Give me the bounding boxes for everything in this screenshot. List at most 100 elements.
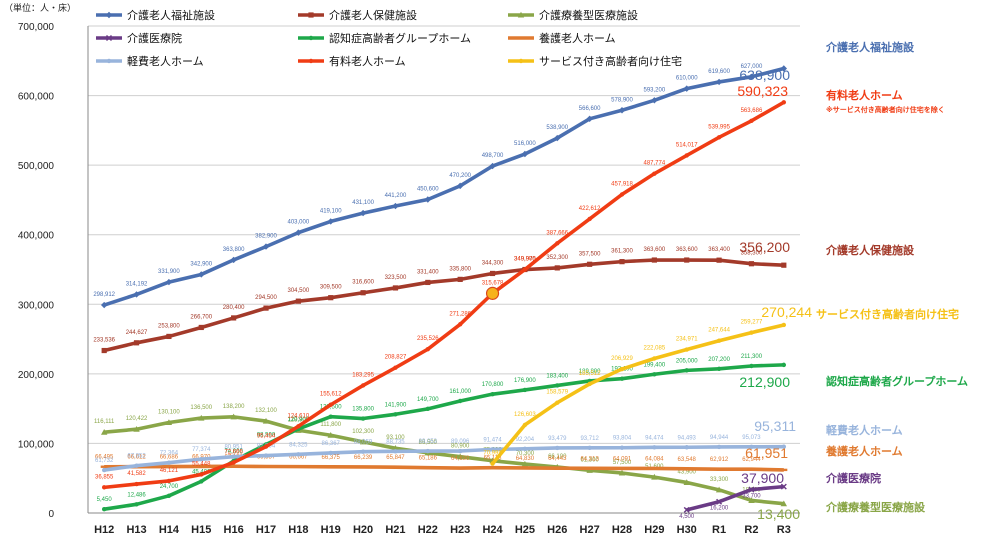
- data-label: 516,000: [514, 141, 536, 147]
- data-label: 132,100: [255, 408, 277, 414]
- data-label: 566,600: [579, 106, 601, 112]
- data-label: 206,929: [611, 356, 633, 362]
- x-tick-label: H29: [644, 524, 664, 536]
- end-series-name: 介護療養型医療施設: [825, 500, 926, 514]
- end-series-name: 養護老人ホーム: [826, 444, 903, 458]
- legend-label: 介護老人保健施設: [329, 8, 417, 22]
- data-label: 124,610: [288, 413, 310, 419]
- data-label: 450,600: [417, 187, 439, 193]
- data-point: [198, 324, 204, 331]
- intersection-marker: [485, 286, 500, 300]
- data-label: 331,400: [417, 269, 439, 275]
- series-line: [103, 100, 785, 490]
- data-label: 403,000: [288, 220, 310, 226]
- data-label: 352,300: [546, 255, 568, 261]
- end-series-note: ※サービス付き高齢者向け住宅を除く: [826, 105, 945, 114]
- data-point: [586, 115, 593, 123]
- data-label: 176,900: [514, 378, 536, 384]
- data-point: [231, 315, 237, 321]
- data-label: 55,448: [192, 461, 211, 467]
- data-label: 155,612: [320, 392, 342, 398]
- data-point: [101, 485, 107, 490]
- data-label: 199,400: [644, 362, 666, 368]
- y-tick-label: 500,000: [18, 161, 55, 172]
- data-point: [133, 340, 140, 346]
- data-point: [360, 290, 366, 296]
- data-label: 189,800: [579, 369, 601, 375]
- y-tick-label: 0: [48, 509, 54, 520]
- end-value-label: 270,244: [761, 304, 812, 320]
- data-point: [359, 209, 367, 217]
- data-point: [308, 12, 314, 18]
- data-label: 116,111: [94, 419, 115, 425]
- data-point: [780, 468, 788, 472]
- data-point: [295, 229, 302, 236]
- data-point: [328, 295, 334, 301]
- x-tick-label: H20: [353, 524, 373, 536]
- data-point: [522, 387, 528, 393]
- data-label: 89,053: [419, 439, 438, 445]
- legend-label: 軽費老人ホーム: [127, 54, 204, 68]
- data-label: 309,500: [320, 285, 342, 291]
- data-point: [587, 445, 592, 451]
- end-label-介護老人保健施設: 356,200 介護老人保健施設: [739, 239, 915, 257]
- data-point: [683, 85, 690, 92]
- legend-label: 認知症高齢者グループホーム: [329, 31, 471, 45]
- data-point: [359, 465, 367, 469]
- data-label: 314,192: [126, 281, 148, 287]
- legend-label: 介護医療院: [127, 31, 182, 45]
- data-label: 46,121: [160, 468, 179, 474]
- data-label: 120,422: [126, 416, 148, 422]
- data-label: 244,627: [126, 330, 148, 336]
- data-point: [781, 322, 787, 328]
- data-label: 323,500: [385, 275, 407, 281]
- y-tick-label: 700,000: [18, 22, 55, 33]
- data-label: 12,486: [127, 492, 146, 498]
- data-label: 94,944: [710, 435, 729, 441]
- data-point: [166, 493, 172, 499]
- data-label: 65,186: [419, 456, 438, 462]
- data-label: 563,686: [741, 108, 763, 114]
- data-point: [618, 467, 626, 470]
- data-point: [555, 241, 560, 246]
- data-label: 36,855: [95, 474, 114, 480]
- end-series-name: 軽費老人ホーム: [826, 423, 903, 437]
- data-point: [425, 346, 431, 352]
- data-point: [424, 196, 432, 203]
- x-tick-label: H27: [580, 524, 600, 536]
- data-label: 363,800: [223, 247, 245, 253]
- end-value-label: 212,900: [739, 374, 790, 390]
- data-label: 65,113: [484, 456, 503, 462]
- data-point: [230, 413, 237, 420]
- data-point: [262, 465, 270, 468]
- data-label: 361,300: [611, 249, 633, 255]
- data-point: [749, 118, 754, 124]
- data-label: 5,450: [97, 497, 113, 503]
- data-label: 61,300: [580, 457, 599, 463]
- data-label: 66,495: [95, 455, 114, 461]
- data-label: 33,700: [742, 494, 761, 500]
- data-point: [359, 438, 367, 445]
- data-point: [198, 271, 205, 278]
- data-point: [393, 412, 398, 417]
- data-point: [263, 305, 269, 311]
- data-label: 578,900: [611, 97, 633, 103]
- unit-label: （単位：人・床）: [4, 2, 76, 14]
- data-point: [683, 479, 690, 486]
- data-label: 84,325: [289, 442, 308, 448]
- end-series-name: 介護老人福祉施設: [825, 40, 915, 54]
- data-label: 61,732: [95, 458, 114, 464]
- data-label: 86,500: [419, 440, 438, 446]
- data-point: [424, 466, 432, 469]
- data-point: [522, 422, 528, 428]
- data-point: [100, 465, 108, 468]
- data-label: 70,300: [516, 451, 535, 457]
- end-series-name: 介護老人保健施設: [825, 243, 915, 257]
- data-label: 67,952: [127, 454, 146, 460]
- legend-entry: 介護医療院: [96, 31, 182, 45]
- data-point: [327, 218, 334, 225]
- data-label: 170,800: [482, 382, 504, 388]
- data-label: 280,400: [223, 305, 245, 311]
- data-label: 62,912: [710, 457, 729, 463]
